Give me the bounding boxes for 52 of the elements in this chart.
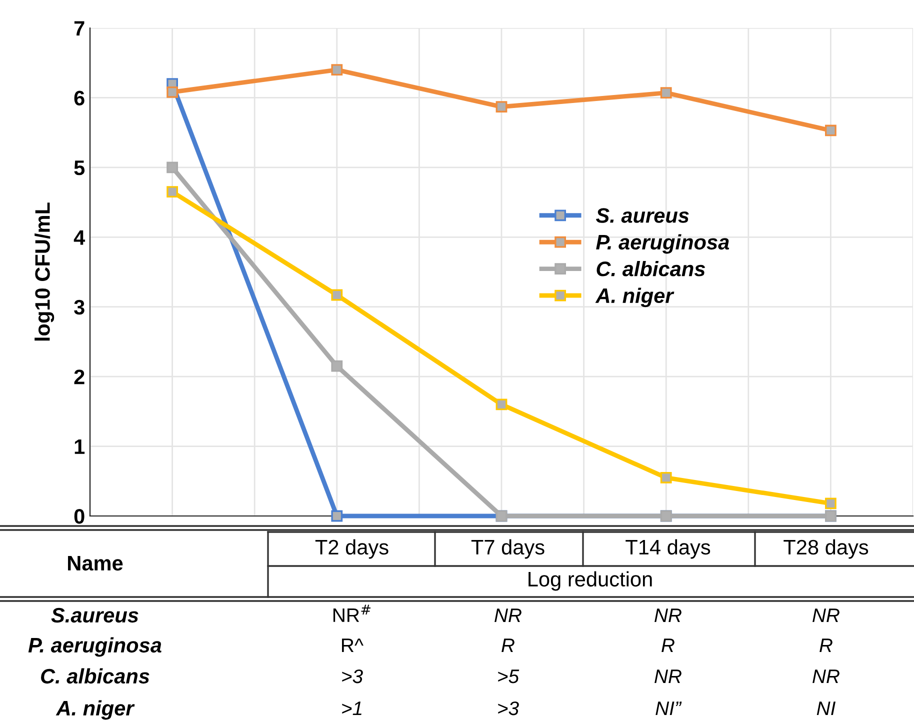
y-tick-label: 4 xyxy=(74,230,86,245)
text: NR xyxy=(494,608,522,622)
text: NR xyxy=(654,608,682,622)
text: C. albicans xyxy=(41,668,150,684)
text: T14 days xyxy=(626,539,710,559)
text: >1 xyxy=(342,702,362,716)
text: R^ xyxy=(342,638,364,652)
legend-label: S. aureus xyxy=(596,208,689,223)
text: T2 days xyxy=(315,539,388,559)
text: NR$^{#}$ xyxy=(333,604,371,622)
text: A. niger xyxy=(56,700,135,720)
point xyxy=(496,398,508,410)
point xyxy=(660,472,672,484)
y-tick-label: 0 xyxy=(74,509,84,524)
point xyxy=(331,360,343,372)
text: R xyxy=(662,638,674,652)
y-tick-label: 3 xyxy=(74,300,84,315)
point xyxy=(496,101,508,112)
text: R xyxy=(820,638,832,652)
y-axis-title: log10 CFU/mL xyxy=(34,202,54,341)
text: NR xyxy=(812,608,840,622)
legend-label: A. niger xyxy=(595,288,674,308)
text: NR xyxy=(812,670,840,684)
point xyxy=(825,124,836,136)
text: >5 xyxy=(498,670,520,684)
text: Name xyxy=(68,556,123,571)
y-tick-label: 5 xyxy=(74,160,85,176)
text: T7 days xyxy=(471,539,544,559)
y-tick-label: 7 xyxy=(74,21,84,36)
point xyxy=(166,86,178,98)
point xyxy=(331,289,343,301)
text: T28 days xyxy=(784,539,868,559)
text: NI” xyxy=(656,702,682,716)
point xyxy=(166,186,178,198)
y-tick-label: 6 xyxy=(74,90,84,106)
y-tick-label: 2 xyxy=(74,370,84,384)
text: NI xyxy=(816,702,836,716)
legend-label: P. aeruginosa xyxy=(596,234,730,254)
point xyxy=(660,87,672,99)
point xyxy=(331,510,343,522)
point xyxy=(166,162,178,174)
text: >3 xyxy=(342,669,363,684)
text: S.aureus xyxy=(51,608,138,623)
point xyxy=(825,498,836,510)
text: >3 xyxy=(498,701,519,716)
text: R xyxy=(502,638,514,652)
text: NR xyxy=(654,670,682,684)
text: Log reduction xyxy=(528,571,652,591)
text: P. aeruginosa xyxy=(28,637,162,657)
legend-label: C. albicans xyxy=(596,261,706,276)
point xyxy=(331,64,343,76)
y-tick-label: 1 xyxy=(74,440,85,454)
